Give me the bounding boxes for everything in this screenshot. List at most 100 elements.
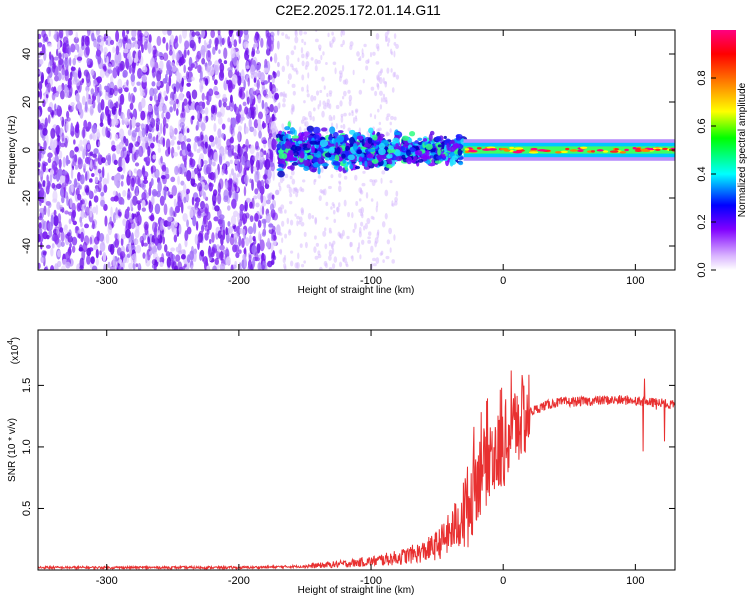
spectrogram-noise-mark <box>306 93 310 98</box>
spectrogram-noise-mark <box>332 36 336 43</box>
spectrogram-noise-mark <box>287 36 291 40</box>
spectrogram-noise-mark <box>362 225 366 231</box>
spectrogram-noise-mark <box>65 261 71 269</box>
spectrogram-noise-mark <box>392 72 396 78</box>
spectrogram-noise-mark <box>257 118 262 125</box>
spectrogram-noise-mark <box>352 69 355 76</box>
spectrogram-noise-mark <box>128 169 132 177</box>
spectrogram-noise-mark <box>73 178 78 188</box>
spectrogram-noise-mark <box>75 79 81 87</box>
spectrogram-noise-mark <box>106 172 110 185</box>
spectrogram-noise-mark <box>375 61 380 65</box>
spectrogram-noise-mark <box>45 93 49 99</box>
spectrogram-noise-mark <box>97 140 101 147</box>
spectrogram-noise-mark <box>38 52 41 59</box>
snr-multiplier-exp: 4 <box>6 340 15 345</box>
spectrogram-noise-mark <box>129 119 133 131</box>
spectrogram-noise-mark <box>39 187 45 199</box>
spectrogram-noise-mark <box>377 108 380 113</box>
spectrogram-band-mark <box>426 159 431 165</box>
spectrogram-noise-mark <box>358 89 363 95</box>
spectrogram-noise-mark <box>134 175 140 185</box>
spectrogram-noise-mark <box>41 44 46 55</box>
spectrogram-noise-mark <box>330 174 334 179</box>
spectrogram-noise-mark <box>340 30 343 37</box>
spectrogram-noise-mark <box>255 49 261 55</box>
spectrogram-noise-mark <box>271 138 277 151</box>
spectrogram-noise-mark <box>100 98 105 111</box>
spectrogram-noise-mark <box>184 230 189 242</box>
spectrogram-noise-mark <box>46 43 53 48</box>
spectrogram-noise-mark <box>330 242 334 250</box>
spectrogram-noise-mark <box>214 205 220 212</box>
spectrogram-band-mark <box>354 165 361 170</box>
colorbar-ticks: 0.0 0.2 0.4 0.6 0.8 <box>696 70 716 278</box>
spectrogram-noise-mark <box>339 75 342 82</box>
spectrogram-noise-mark <box>172 229 177 236</box>
spectrogram-noise-mark <box>370 198 374 202</box>
spectrogram-band-mark <box>366 153 374 159</box>
spectrogram-noise-mark <box>330 43 333 48</box>
spectrogram-noise-mark <box>43 205 47 216</box>
spectrogram-noise-mark <box>287 230 292 236</box>
spectrogram-noise-mark <box>251 244 257 255</box>
spectrogram-noise-mark <box>95 49 102 57</box>
spectrogram-noise-mark <box>343 112 347 117</box>
spectrogram-noise-mark <box>70 122 74 132</box>
spectrogram-noise-mark <box>330 116 333 122</box>
spectrogram-noise-mark <box>183 49 187 59</box>
spectrogram-noise-mark <box>207 151 211 158</box>
spectrogram-band-mark <box>298 135 305 141</box>
spectrogram-noise-mark <box>241 155 246 166</box>
spectrogram-noise-mark <box>82 126 86 139</box>
spectrogram-noise-mark <box>306 89 309 93</box>
spectrogram-noise-mark <box>178 119 181 131</box>
spectrogram-noise-mark <box>338 261 343 268</box>
spectrogram-noise-mark <box>325 216 329 220</box>
spectrogram-noise-mark <box>145 124 148 137</box>
spectrogram-noise-mark <box>253 119 259 129</box>
spectrogram-noise-mark <box>314 58 319 65</box>
spectrogram-noise-mark <box>227 221 231 227</box>
spectrogram-noise-mark <box>362 78 365 84</box>
spectrogram-band-mark <box>338 165 343 172</box>
spectrogram-noise-mark <box>178 34 182 44</box>
spectrogram-noise-mark <box>216 111 222 118</box>
spectrogram-noise-mark <box>276 40 280 50</box>
spectrogram-noise-mark <box>200 200 205 210</box>
spectrogram-noise-mark <box>286 184 291 189</box>
spectrogram-noise-mark <box>284 233 288 239</box>
spectrogram-noise-mark <box>39 212 42 219</box>
spectrogram-peak-mark <box>509 146 515 150</box>
spectrogram-noise-mark <box>150 117 156 128</box>
spectrogram-noise-mark <box>138 145 144 158</box>
spectrogram-noise-mark <box>223 60 228 65</box>
spectrogram-noise-mark <box>365 191 369 199</box>
spectrogram-noise-mark <box>64 58 68 66</box>
spectrogram-noise-mark <box>327 32 330 38</box>
spectrogram-noise-mark <box>272 87 279 92</box>
spectrogram-noise-mark <box>156 35 162 47</box>
spectrogram-noise-mark <box>67 77 72 89</box>
spectrogram-noise-mark <box>314 235 317 240</box>
spectrogram-noise-mark <box>189 209 194 219</box>
spectrogram-noise-mark <box>147 114 150 125</box>
spectrogram-noise-mark <box>177 250 182 255</box>
spectrogram-noise-mark <box>91 124 97 134</box>
spectrogram-peak-mark <box>576 149 584 153</box>
spectrogram-noise-mark <box>75 31 79 39</box>
spectrogram-noise-mark <box>237 145 243 157</box>
spectrogram-noise-mark <box>65 154 69 167</box>
spectrogram-noise-mark <box>86 89 89 102</box>
spectrogram-noise-mark <box>59 90 65 100</box>
spectrogram-noise-mark <box>291 83 296 88</box>
spectrogram-noise-mark <box>165 251 171 257</box>
spectrogram-noise-mark <box>131 30 137 38</box>
spectrogram-noise-mark <box>369 113 373 118</box>
spectrogram-noise-mark <box>208 38 212 46</box>
spectrogram-noise-mark <box>168 67 173 76</box>
spectrogram-noise-mark <box>254 89 261 97</box>
spectrogram-noise-mark <box>173 198 177 208</box>
spectrogram-noise-mark <box>261 218 267 224</box>
spectrogram-band-mark <box>344 134 349 141</box>
